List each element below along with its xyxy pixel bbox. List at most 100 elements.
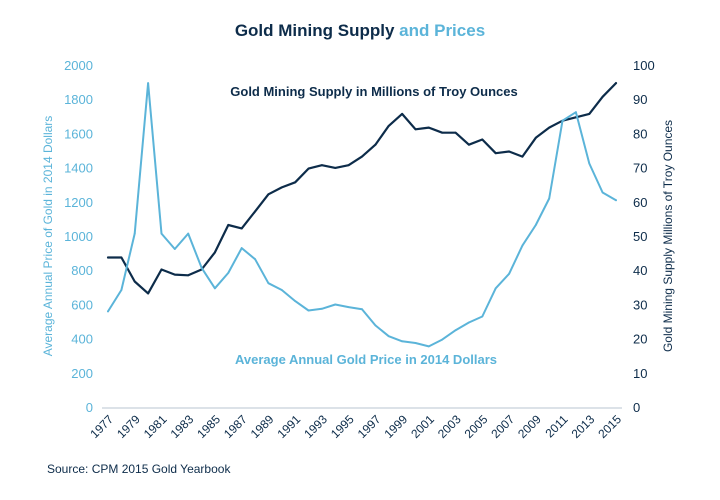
price-data-point	[240, 247, 243, 250]
x-tick-label: 2005	[462, 412, 491, 441]
y-right-tick-label: 40	[633, 263, 647, 278]
supply-data-point	[147, 292, 150, 295]
y-right-tick-label: 20	[633, 332, 647, 347]
x-tick-label: 1991	[274, 412, 303, 441]
x-tick-label: 1997	[355, 412, 384, 441]
supply-data-point	[601, 95, 604, 98]
y-left-tick-label: 800	[71, 263, 93, 278]
price-data-point	[401, 340, 403, 343]
x-tick-label: 2001	[408, 412, 437, 441]
y-right-tick-label: 100	[633, 58, 655, 73]
supply-data-point	[508, 150, 510, 153]
y-right-tick-label: 30	[633, 297, 647, 312]
supply-data-point	[534, 136, 537, 139]
y-left-tick-label: 200	[71, 366, 93, 381]
chart-title-part-1: Gold Mining Supply	[235, 21, 399, 40]
price-data-point	[374, 324, 377, 327]
supply-data-point	[160, 268, 163, 271]
price-data-point	[521, 244, 524, 247]
supply-data-point	[347, 164, 350, 167]
y-left-tick-label: 600	[71, 297, 93, 312]
price-data-point	[120, 289, 123, 291]
price-data-point	[107, 310, 109, 313]
x-tick-label: 1995	[328, 412, 357, 441]
y-axis-right-label: Gold Mining Supply Millions of Troy Ounc…	[661, 120, 675, 352]
price-data-point	[508, 272, 510, 275]
price-data-point	[601, 191, 604, 194]
supply-data-point	[120, 256, 123, 259]
supply-data-point	[280, 186, 283, 189]
x-tick-label: 1987	[221, 412, 250, 441]
supply-data-point	[414, 128, 417, 131]
y-left-tick-label: 1800	[64, 92, 93, 107]
price-data-point	[214, 287, 216, 290]
price-data-point	[347, 306, 350, 308]
x-tick-label: 1985	[194, 412, 223, 441]
supply-data-point	[588, 113, 591, 115]
supply-data-point	[214, 251, 216, 254]
y-right-tick-label: 60	[633, 195, 647, 210]
supply-data-point	[494, 152, 497, 155]
x-tick-label: 2013	[569, 412, 598, 441]
price-data-point	[280, 289, 283, 291]
supply-data-point	[107, 256, 109, 259]
price-data-point	[575, 111, 577, 114]
price-data-point	[321, 307, 323, 310]
y-left-tick-label: 1600	[64, 126, 93, 141]
y-axis-left-label: Average Annual Price of Gold in 2014 Dol…	[41, 116, 55, 357]
axes-layer: 0 200 400 600 800 1000 1200 1400 1600 1800 2000 0 10…	[64, 58, 655, 441]
supply-data-point	[133, 280, 136, 283]
y-right-tick-label: 90	[633, 92, 647, 107]
chart-title-part-2: and Prices	[399, 21, 485, 40]
supply-data-point	[267, 193, 270, 196]
y-left-tick-label: 400	[71, 332, 93, 347]
price-data-point	[534, 224, 537, 226]
price-data-point	[361, 308, 363, 311]
price-data-point	[454, 329, 457, 332]
supply-data-point	[187, 274, 190, 277]
supply-data-point	[254, 210, 256, 213]
x-tick-label: 1999	[381, 412, 410, 441]
y-left-tick-label: 1200	[64, 195, 93, 210]
supply-data-point	[548, 126, 551, 129]
price-data-point	[427, 345, 430, 348]
annotation-supply: Gold Mining Supply in Millions of Troy O…	[230, 84, 517, 99]
price-data-point	[267, 282, 270, 285]
y-left-tick-label: 2000	[64, 58, 93, 73]
price-data-point	[468, 321, 470, 324]
y-left-tick-label: 1000	[64, 229, 93, 244]
price-data-point	[334, 303, 337, 306]
supply-data-point	[387, 125, 390, 127]
supply-data-point	[454, 131, 457, 134]
price-data-point	[615, 199, 617, 202]
supply-data-point	[334, 167, 337, 169]
supply-data-point	[521, 155, 524, 158]
supply-data-point	[441, 131, 444, 134]
x-tick-label: 1989	[248, 412, 277, 441]
price-data-point	[200, 266, 203, 269]
price-data-point	[588, 162, 591, 165]
x-tick-label: 1979	[114, 412, 143, 441]
annotation-price: Average Annual Gold Price in 2014 Dollar…	[235, 352, 497, 367]
price-data-point	[387, 335, 390, 338]
price-data-point	[173, 248, 176, 250]
supply-data-point	[173, 273, 176, 276]
price-data-point	[160, 232, 163, 235]
supply-data-point	[294, 181, 297, 184]
supply-data-point	[307, 167, 310, 170]
supply-series-line	[106, 81, 618, 295]
price-data-point	[133, 232, 136, 235]
supply-data-point	[468, 143, 470, 146]
y-right-tick-label: 80	[633, 126, 647, 141]
price-data-point	[187, 232, 190, 235]
x-tick-label: 2011	[542, 412, 570, 440]
x-tick-label: 1977	[87, 412, 116, 441]
price-data-point	[494, 287, 497, 290]
source-note: Source: CPM 2015 Gold Yearbook	[47, 462, 231, 476]
series-layer	[106, 81, 618, 348]
x-tick-label: 2003	[435, 412, 464, 441]
price-data-point	[561, 119, 564, 122]
supply-data-point	[427, 126, 430, 129]
x-tick-label: 1981	[141, 412, 170, 441]
